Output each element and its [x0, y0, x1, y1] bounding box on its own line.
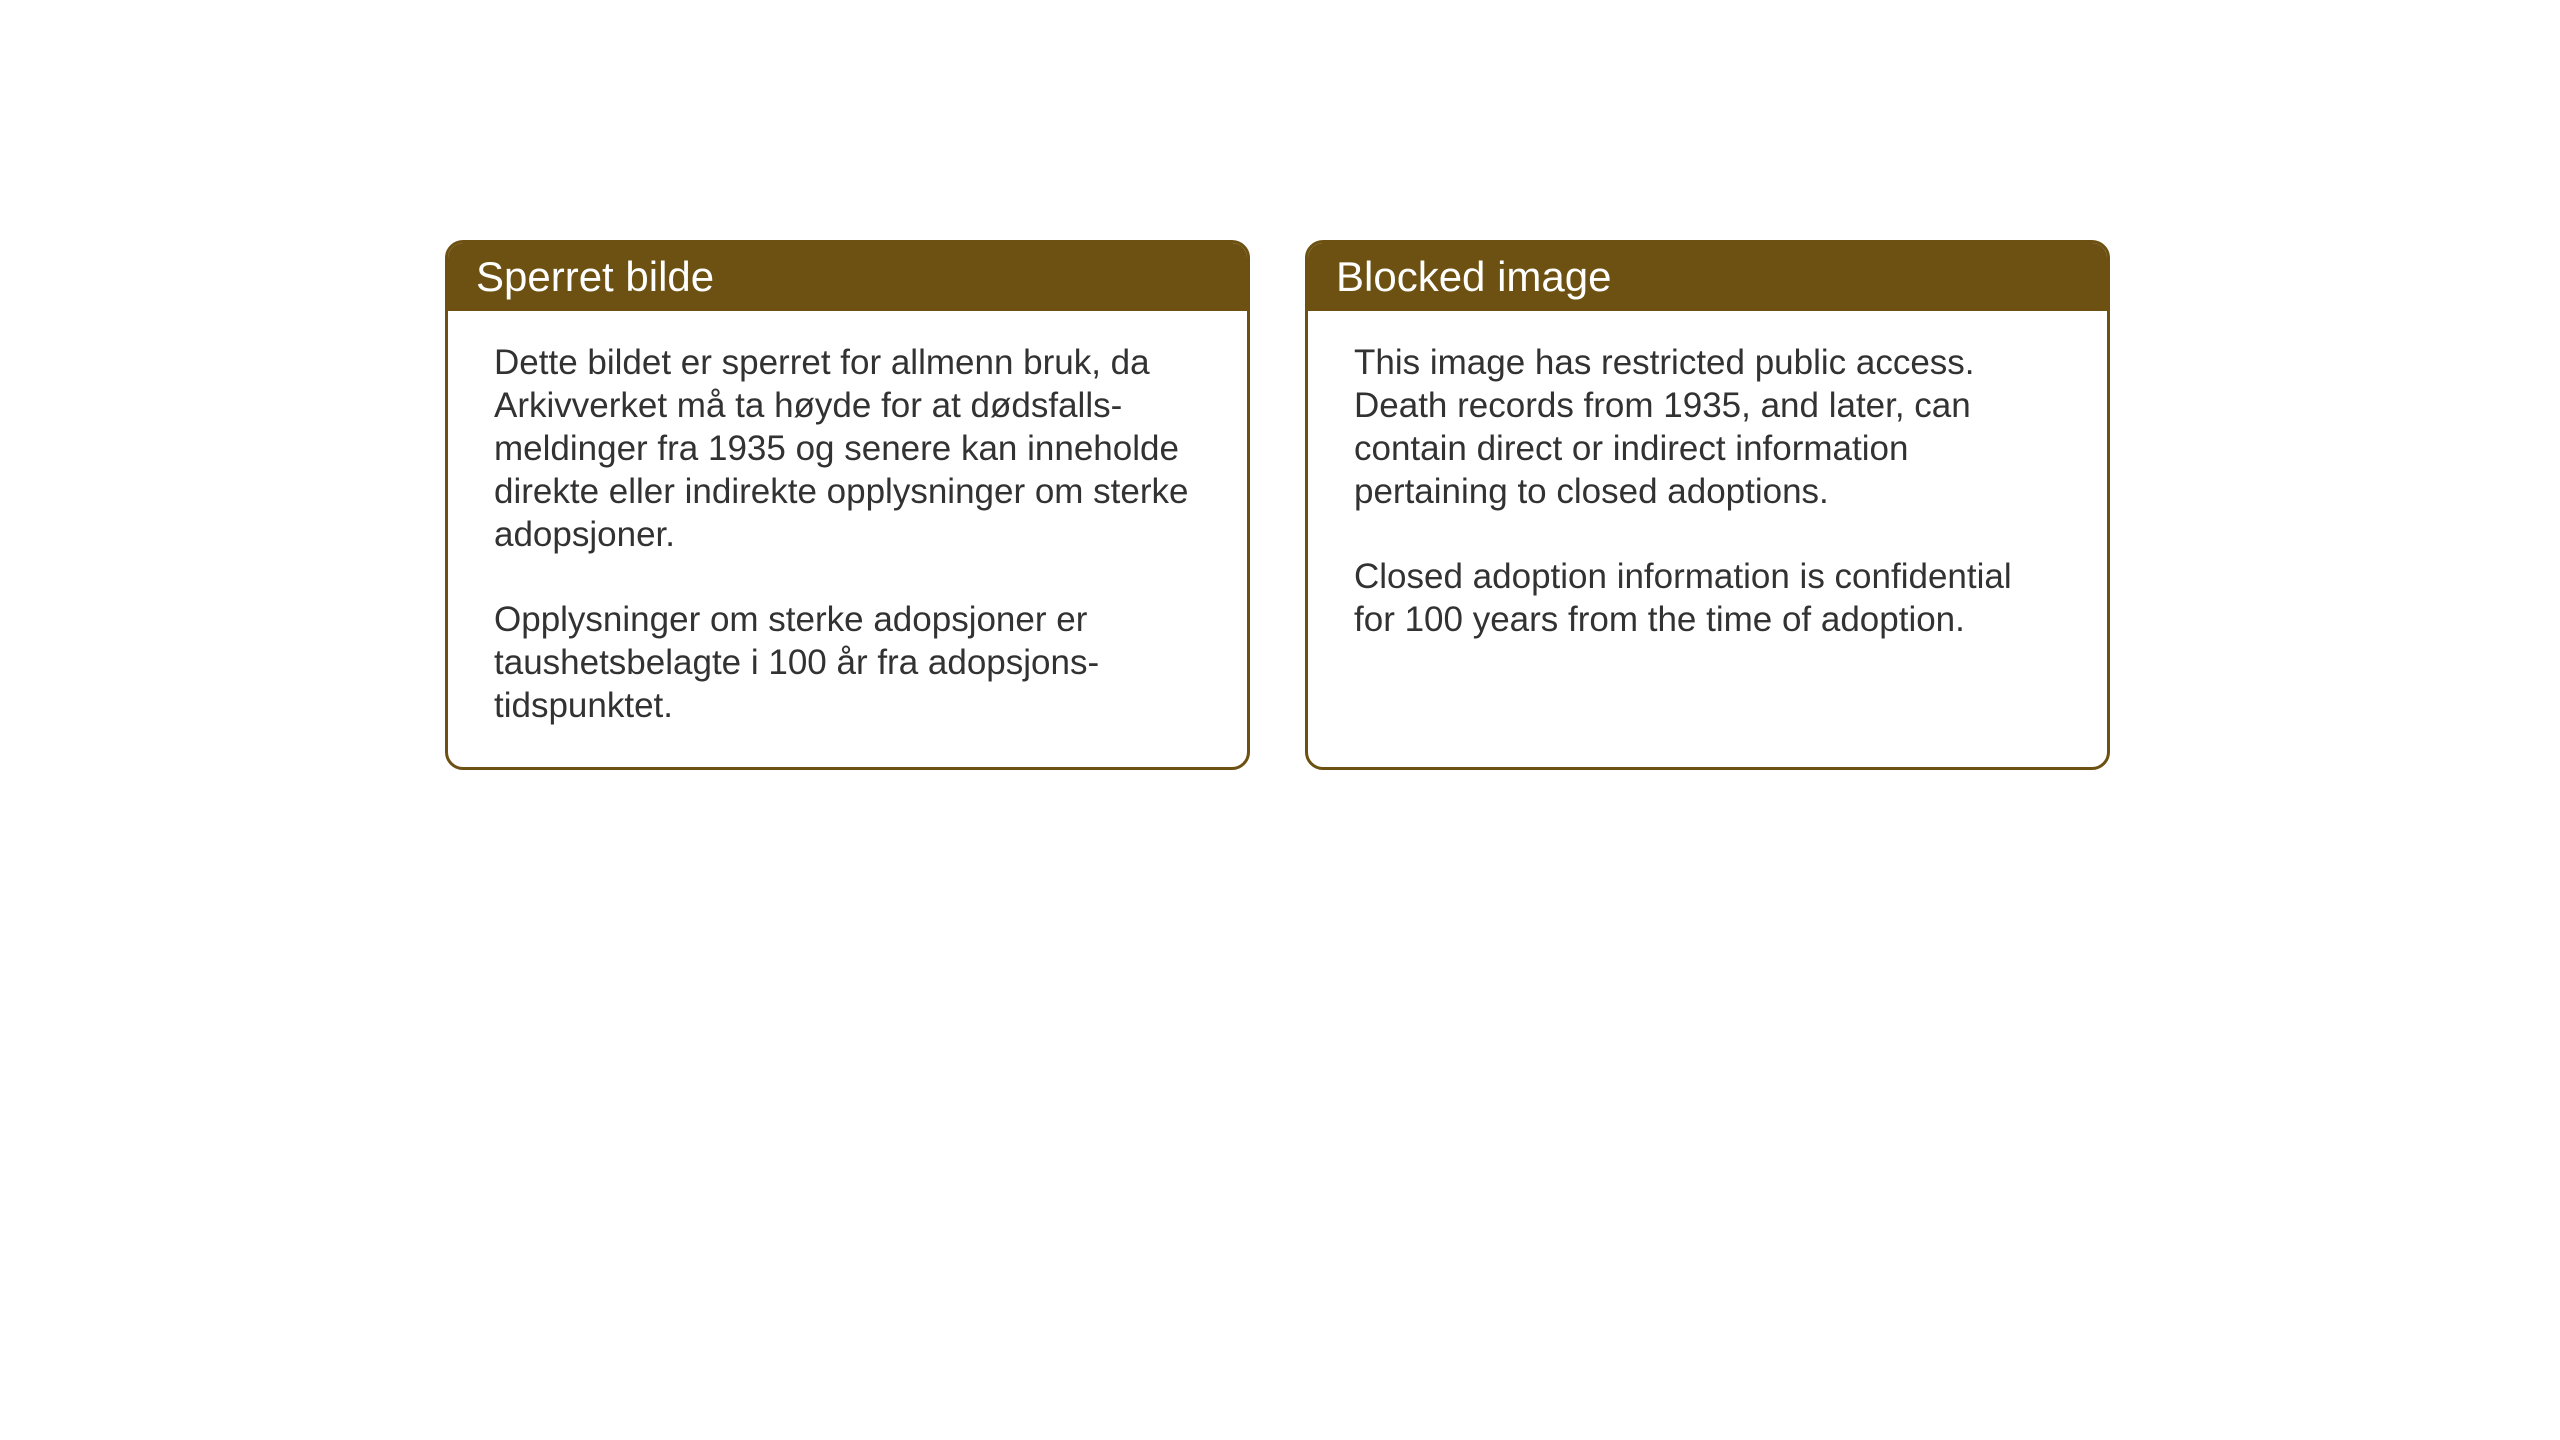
norwegian-card-title: Sperret bilde — [448, 243, 1247, 311]
norwegian-card-body: Dette bildet er sperret for allmenn bruk… — [448, 311, 1247, 767]
english-paragraph-2: Closed adoption information is confident… — [1354, 555, 2061, 641]
norwegian-notice-card: Sperret bilde Dette bildet er sperret fo… — [445, 240, 1250, 770]
norwegian-paragraph-1: Dette bildet er sperret for allmenn bruk… — [494, 341, 1201, 556]
english-paragraph-1: This image has restricted public access.… — [1354, 341, 2061, 513]
cards-container: Sperret bilde Dette bildet er sperret fo… — [445, 240, 2110, 770]
english-card-body: This image has restricted public access.… — [1308, 311, 2107, 751]
english-card-title: Blocked image — [1308, 243, 2107, 311]
english-notice-card: Blocked image This image has restricted … — [1305, 240, 2110, 770]
norwegian-paragraph-2: Opplysninger om sterke adopsjoner er tau… — [494, 598, 1201, 727]
